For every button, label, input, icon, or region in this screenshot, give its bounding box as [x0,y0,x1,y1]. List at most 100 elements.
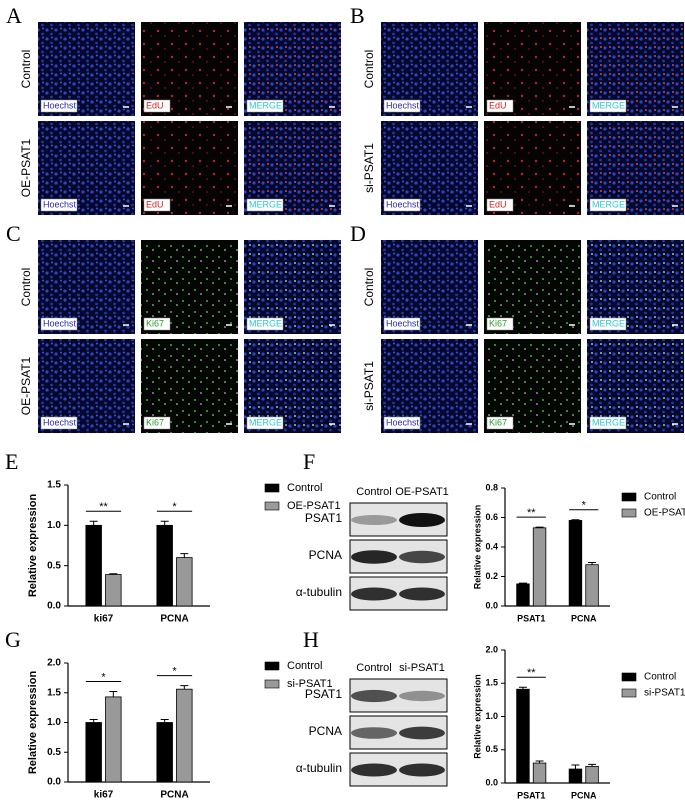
channel-label-box [40,99,78,113]
error-bar [571,764,580,770]
y-tick-label: 0.0 [485,777,498,787]
channel-label: Ki67 [489,417,507,427]
legend-label: Control [287,482,322,494]
blot-band [399,726,445,740]
protein-label: α-tubulin [296,761,342,775]
significance-label: * [101,671,106,683]
blot-band [351,514,397,526]
protein-label: PSAT1 [305,687,342,701]
y-tick-label: 0.6 [485,512,498,522]
significance-label: * [172,666,177,678]
bar [568,768,583,784]
protein-label: α-tubulin [296,585,342,599]
legend-label: OE-PSAT1 [287,500,341,512]
channel-label: EdU [489,100,507,110]
channel-label: MERGE [592,199,625,209]
error-bar [89,520,98,526]
legend-label: si-PSAT1 [644,688,685,699]
legend-swatch [264,483,280,493]
legend-swatch [621,672,637,682]
y-axis-label: Relative expression [472,505,482,590]
panel-letter: D [350,221,366,246]
channel-label: EdU [146,199,164,209]
y-tick-label: 0.5 [47,560,61,571]
error-bar [180,685,189,690]
significance-label: ** [527,507,536,519]
bar [585,564,599,607]
channel-label: Hoechst [386,199,420,209]
x-tick-label: ki67 [94,790,114,801]
significance-label: ** [99,501,108,513]
y-tick-label: 0.0 [485,600,498,610]
error-bar [571,519,580,521]
panel-letter: G [5,627,21,652]
channel-label-box [143,99,171,113]
channel-label: Ki67 [146,318,164,328]
y-tick-label: 2.0 [47,658,61,669]
channel-label-box [486,317,514,331]
bar [532,762,547,784]
blot-band [399,763,445,777]
channel-label: Ki67 [146,417,164,427]
channel-label: MERGE [249,100,282,110]
error-bar [109,573,118,575]
y-tick-label: 1.5 [47,687,61,698]
y-axis-label: Relative expression [472,674,482,759]
error-bar [89,719,98,723]
blot-band [399,690,445,702]
error-bar [109,691,118,697]
bar [105,696,122,783]
error-bar [588,763,597,767]
y-tick-label: 1.0 [47,717,61,728]
protein-label: PCNA [309,724,342,738]
channel-label: MERGE [592,417,625,427]
channel-label: Hoechst [43,199,77,209]
row-label: Control [362,50,376,89]
error-bar [160,520,169,526]
error-bar [518,582,527,584]
channel-label: Hoechst [386,100,420,110]
protein-label: PCNA [309,548,342,562]
bar [156,722,173,783]
channel-label: Ki67 [489,318,507,328]
row-label: si-PSAT1 [362,361,376,411]
x-tick-label: PSAT1 [517,613,545,623]
channel-label-box [40,416,78,430]
channel-label-box [246,416,284,430]
channel-label-box [143,317,171,331]
channel-label-box [246,99,284,113]
channel-label-box [246,317,284,331]
channel-label-box [383,416,421,430]
x-tick-label: PCNA [160,614,188,625]
channel-label-box [246,198,284,212]
legend-label: OE-PSAT1 [644,508,685,519]
y-tick-label: 0.0 [47,601,61,612]
panel-letter: F [303,449,315,474]
panel-letter: H [303,627,319,652]
error-bar [535,760,544,764]
y-tick-label: 0.0 [47,777,61,788]
channel-label-box [486,198,514,212]
y-tick-label: 2.0 [485,644,498,654]
error-bar [535,526,544,528]
bar [105,574,122,607]
legend-label: Control [287,660,322,672]
bar [516,688,530,784]
y-tick-label: 0.5 [485,744,498,754]
x-tick-label: PCNA [571,613,597,623]
error-bar [588,561,597,565]
x-tick-label: ki67 [94,614,114,625]
y-tick-label: 0.5 [47,747,61,758]
y-tick-label: 1.0 [47,520,61,531]
legend-swatch [621,508,637,518]
y-tick-label: 0.4 [485,541,498,551]
bar [568,520,583,607]
row-label: OE-PSAT1 [19,356,33,415]
row-label: OE-PSAT1 [19,138,33,197]
channel-label: EdU [489,199,507,209]
bar [156,524,173,607]
x-tick-label: PCNA [160,790,188,801]
protein-label: PSAT1 [305,511,342,525]
bar [176,557,193,607]
